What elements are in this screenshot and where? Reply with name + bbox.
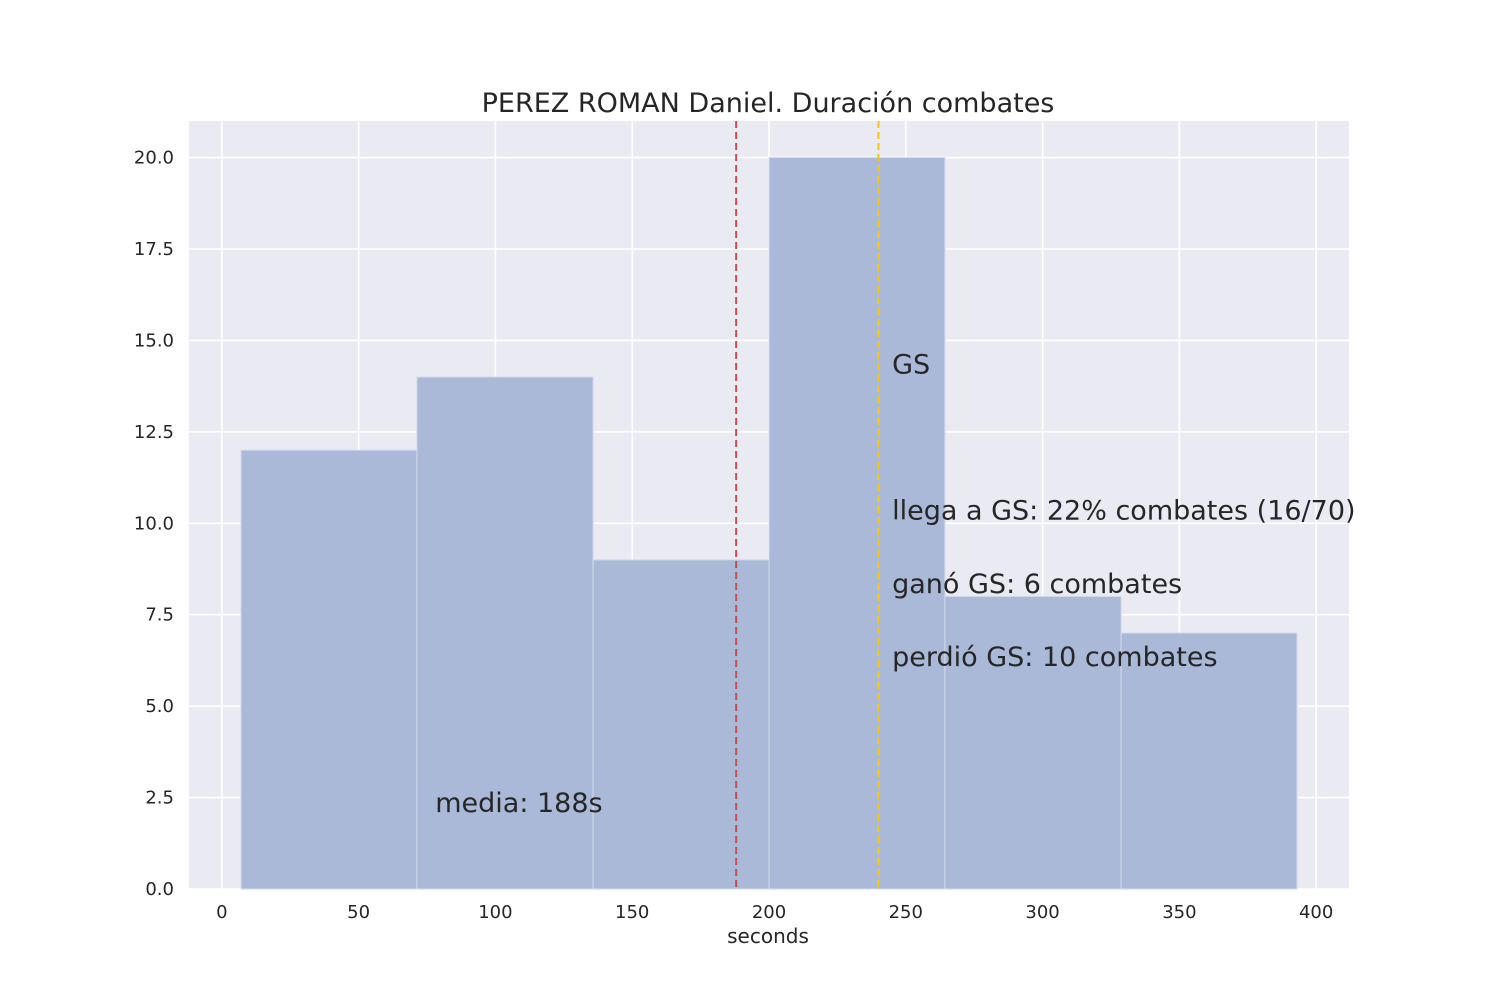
annotation-text: perdió GS: 10 combates — [892, 642, 1217, 673]
histogram-bar — [1120, 632, 1298, 890]
reference-lines — [735, 121, 880, 889]
chart-title: PEREZ ROMAN Daniel. Duración combates — [482, 88, 1055, 119]
x-tick-label: 100 — [478, 902, 512, 923]
y-tick-label: 0.0 — [145, 879, 174, 900]
y-tick-label: 5.0 — [145, 696, 174, 717]
histogram-bar — [944, 595, 1122, 890]
y-tick-label: 2.5 — [145, 788, 174, 809]
histogram-bar — [240, 449, 418, 890]
annotation-text: GS — [892, 349, 930, 380]
x-tick-label: 250 — [889, 902, 923, 923]
y-tick-labels: 0.0 2.5 5.0 7.5 10.0 12.5 15.0 17.5 20.0 — [134, 148, 174, 900]
annotation-text: ganó GS: 6 combates — [892, 569, 1182, 600]
histogram-bar — [592, 559, 770, 890]
x-tick-label: 400 — [1299, 902, 1333, 923]
annotation-text: llega a GS: 22% combates (16/70) — [892, 496, 1355, 527]
x-tick-label: 300 — [1025, 902, 1059, 923]
histogram-bar — [768, 157, 946, 890]
annotations: media: 188s GS llega a GS: 22% combates (1… — [435, 349, 1355, 819]
annotation-text: media: 188s — [435, 788, 602, 819]
x-tick-label: 0 — [216, 902, 227, 923]
y-tick-label: 15.0 — [134, 330, 174, 351]
y-tick-label: 7.5 — [145, 605, 174, 626]
histogram-bars — [240, 157, 1298, 890]
histogram-bar — [416, 376, 594, 890]
x-tick-label: 350 — [1162, 902, 1196, 923]
y-tick-label: 10.0 — [134, 513, 174, 534]
x-axis-label: seconds — [727, 924, 809, 948]
y-tick-label: 20.0 — [134, 148, 174, 169]
x-tick-label: 200 — [752, 902, 786, 923]
y-tick-label: 12.5 — [134, 422, 174, 443]
x-tick-label: 50 — [347, 902, 370, 923]
x-tick-labels: 0 50 100 150 200 250 300 350 400 — [216, 902, 1333, 923]
y-tick-label: 17.5 — [134, 239, 174, 260]
x-tick-label: 150 — [615, 902, 649, 923]
